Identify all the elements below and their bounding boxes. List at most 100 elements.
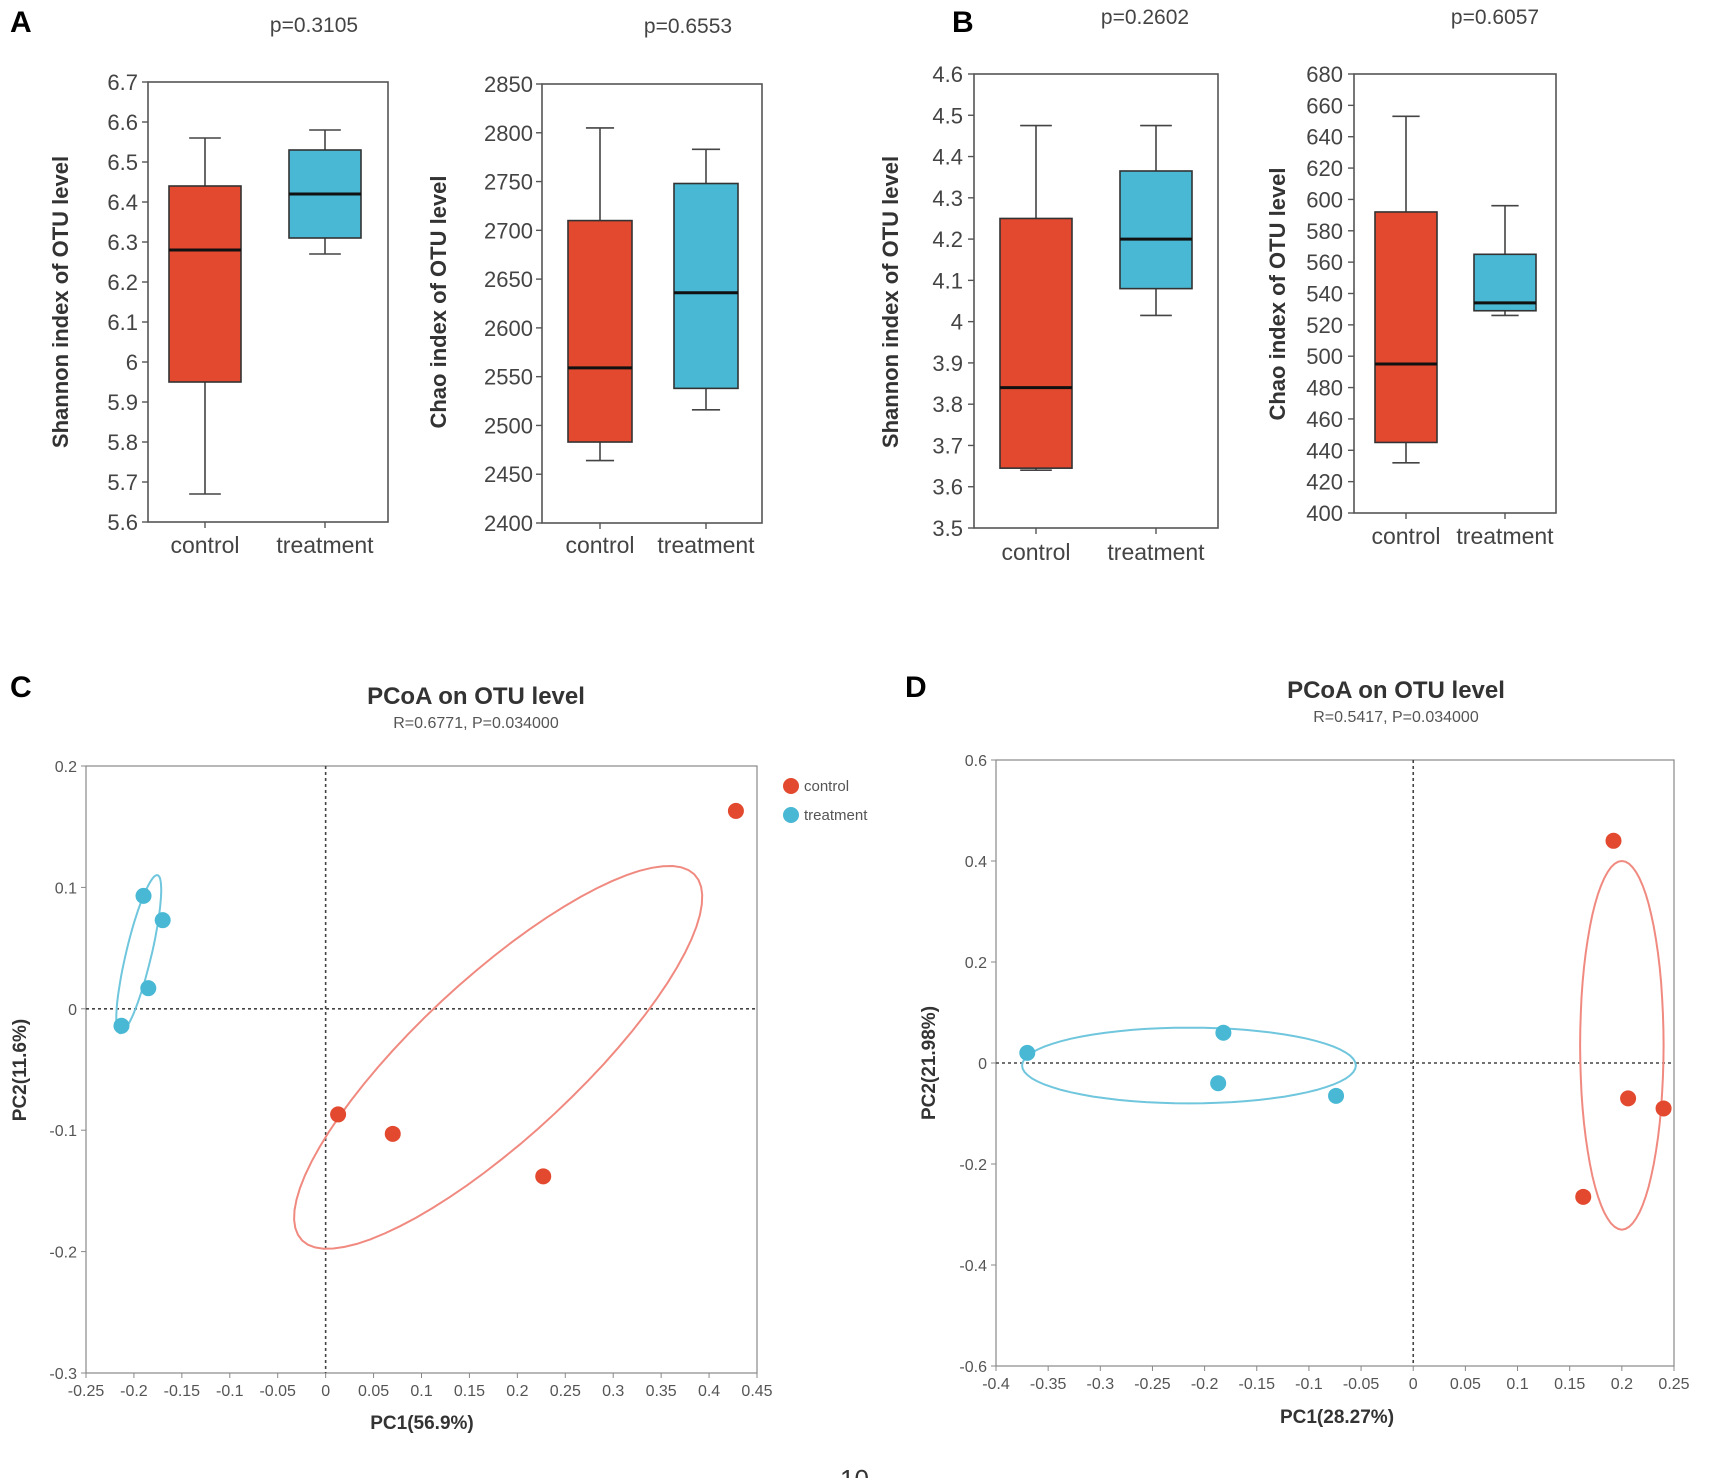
confidence-ellipse-control	[293, 864, 704, 1250]
x-tick-label: -0.1	[1295, 1376, 1323, 1393]
chart-subtitle: R=0.6771, P=0.034000	[393, 715, 559, 732]
x-tick-label: -0.25	[1134, 1376, 1171, 1393]
legend-label-control: control	[804, 778, 849, 795]
point-control	[1605, 832, 1622, 849]
plot-frame	[973, 73, 1219, 529]
point-treatment	[1215, 1024, 1232, 1041]
y-tick-label: 0.4	[965, 854, 987, 871]
y-tick-label: 600	[1306, 187, 1343, 212]
box-control	[999, 217, 1073, 469]
category-label: treatment	[1456, 523, 1554, 549]
y-tick-label: 420	[1306, 470, 1343, 495]
x-tick-label: 0.25	[1658, 1376, 1689, 1393]
y-tick-label: 3.8	[932, 392, 963, 417]
y-tick-label: 520	[1306, 313, 1343, 338]
y-tick-label: 4.5	[932, 103, 963, 128]
y-tick-label: 2750	[484, 170, 533, 195]
y-tick-label: 6.3	[107, 230, 138, 255]
point-control	[330, 1106, 347, 1123]
x-tick-label: 0	[1409, 1376, 1418, 1393]
point-control	[1620, 1090, 1637, 1107]
x-tick-label: 0.3	[602, 1383, 624, 1400]
box-treatment	[1473, 253, 1537, 312]
y-tick-label: 6.2	[107, 270, 138, 295]
chart-title: PCoA on OTU level	[1287, 677, 1505, 704]
x-tick-label: 0.4	[698, 1383, 720, 1400]
y-tick-label: -0.6	[959, 1359, 987, 1376]
category-label: control	[170, 532, 239, 558]
y-tick-label: 0.2	[965, 955, 987, 972]
y-axis-label: Chao index of OTU level	[426, 175, 451, 428]
y-tick-label: 6.5	[107, 150, 138, 175]
p-value-label: p=0.2602	[1101, 6, 1189, 29]
y-tick-label: 2850	[484, 72, 533, 97]
category-label: treatment	[276, 532, 374, 558]
y-tick-label: 0.6	[965, 753, 987, 770]
y-tick-label: 2500	[484, 413, 533, 438]
pcoa-chart-c: PCoA on OTU level R=0.6771, P=0.034000 -0.…	[10, 683, 868, 1434]
y-axis-label: Shannon index of OTU level	[48, 156, 73, 448]
y-tick-label: 440	[1306, 438, 1343, 463]
x-tick-label: -0.15	[1239, 1376, 1276, 1393]
category-label: control	[1371, 523, 1440, 549]
confidence-ellipse-treatment	[1021, 1026, 1357, 1105]
x-tick-label: -0.15	[164, 1383, 201, 1400]
x-tick-label: 0.05	[358, 1383, 389, 1400]
box-chart-a-chao: p=0.6553 Chao index of OTU level 2400 2450 2…	[426, 15, 763, 558]
category-label: treatment	[657, 532, 755, 558]
y-tick-label: 3.9	[932, 351, 963, 376]
plot-frame	[147, 81, 389, 523]
x-axis-label: PC1(56.9%)	[370, 1413, 474, 1434]
y-tick-label: 4.4	[932, 145, 963, 170]
y-axis-label: PC2(11.6%)	[10, 1019, 31, 1121]
y-tick-label: 6.4	[107, 190, 138, 215]
y-tick-label: 4.3	[932, 186, 963, 211]
x-tick-label: 0.35	[646, 1383, 677, 1400]
x-tick-label: 0.25	[550, 1383, 581, 1400]
y-tick-label: 2550	[484, 365, 533, 390]
y-tick-label: 2800	[484, 121, 533, 146]
y-tick-label: 6.6	[107, 110, 138, 135]
x-tick-label: -0.3	[1087, 1376, 1115, 1393]
x-tick-label: -0.05	[1343, 1376, 1380, 1393]
x-tick-label: 0.1	[410, 1383, 432, 1400]
y-tick-label: 4.6	[932, 62, 963, 87]
category-label: treatment	[1107, 539, 1205, 565]
y-tick-label: 0	[978, 1056, 987, 1073]
point-treatment	[140, 980, 157, 997]
point-treatment	[1019, 1044, 1036, 1061]
x-tick-label: 0.45	[741, 1383, 772, 1400]
y-tick-label: 4.1	[932, 268, 963, 293]
y-tick-label: 540	[1306, 282, 1343, 307]
x-tick-label: 0.1	[1506, 1376, 1528, 1393]
box-treatment	[1119, 170, 1193, 290]
y-axis-label: Shannon index of OTU level	[878, 156, 903, 448]
y-axis-label: PC2(21.98%)	[919, 1006, 940, 1120]
y-tick-label: 500	[1306, 344, 1343, 369]
point-treatment	[135, 887, 152, 904]
y-tick-label: 6.7	[107, 70, 138, 95]
box-control	[567, 219, 633, 443]
y-tick-label: 640	[1306, 125, 1343, 150]
y-tick-label: 460	[1306, 407, 1343, 432]
y-axis-label: Chao index of OTU level	[1265, 167, 1290, 420]
y-tick-label: 5.9	[107, 390, 138, 415]
y-tick-label: 620	[1306, 156, 1343, 181]
y-tick-label: -0.2	[959, 1157, 987, 1174]
panel-letter-a: A	[10, 6, 32, 39]
y-tick-label: 480	[1306, 376, 1343, 401]
category-label: control	[565, 532, 634, 558]
x-axis-label: PC1(28.27%)	[1280, 1407, 1394, 1428]
x-tick-label: -0.25	[68, 1383, 105, 1400]
box-chart-b-chao: p=0.6057 Chao index of OTU level 400 420 440…	[1265, 6, 1557, 549]
box-control	[168, 185, 242, 383]
y-tick-label: 680	[1306, 62, 1343, 87]
y-tick-label: 2700	[484, 218, 533, 243]
y-tick-label: 0	[68, 1002, 77, 1019]
legend-marker-treatment	[783, 807, 799, 823]
plot-frame	[85, 765, 758, 1374]
confidence-ellipse-control	[1579, 859, 1665, 1231]
y-tick-label: 0.1	[55, 880, 77, 897]
panel-letter-c: C	[10, 671, 32, 704]
chart-title: PCoA on OTU level	[367, 683, 585, 710]
